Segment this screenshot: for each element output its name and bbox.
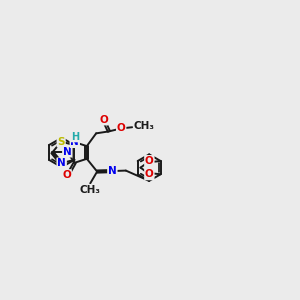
Text: O: O xyxy=(99,115,108,124)
Text: S: S xyxy=(57,137,65,147)
Text: O: O xyxy=(145,169,154,179)
Text: O: O xyxy=(117,123,126,134)
Text: N: N xyxy=(108,166,117,176)
Text: H: H xyxy=(71,132,79,142)
Text: O: O xyxy=(145,156,154,166)
Text: O: O xyxy=(62,170,71,180)
Text: CH₃: CH₃ xyxy=(134,121,154,131)
Text: N: N xyxy=(63,147,72,157)
Text: CH₃: CH₃ xyxy=(80,184,101,195)
Text: N: N xyxy=(57,158,66,168)
Text: N: N xyxy=(70,137,79,147)
